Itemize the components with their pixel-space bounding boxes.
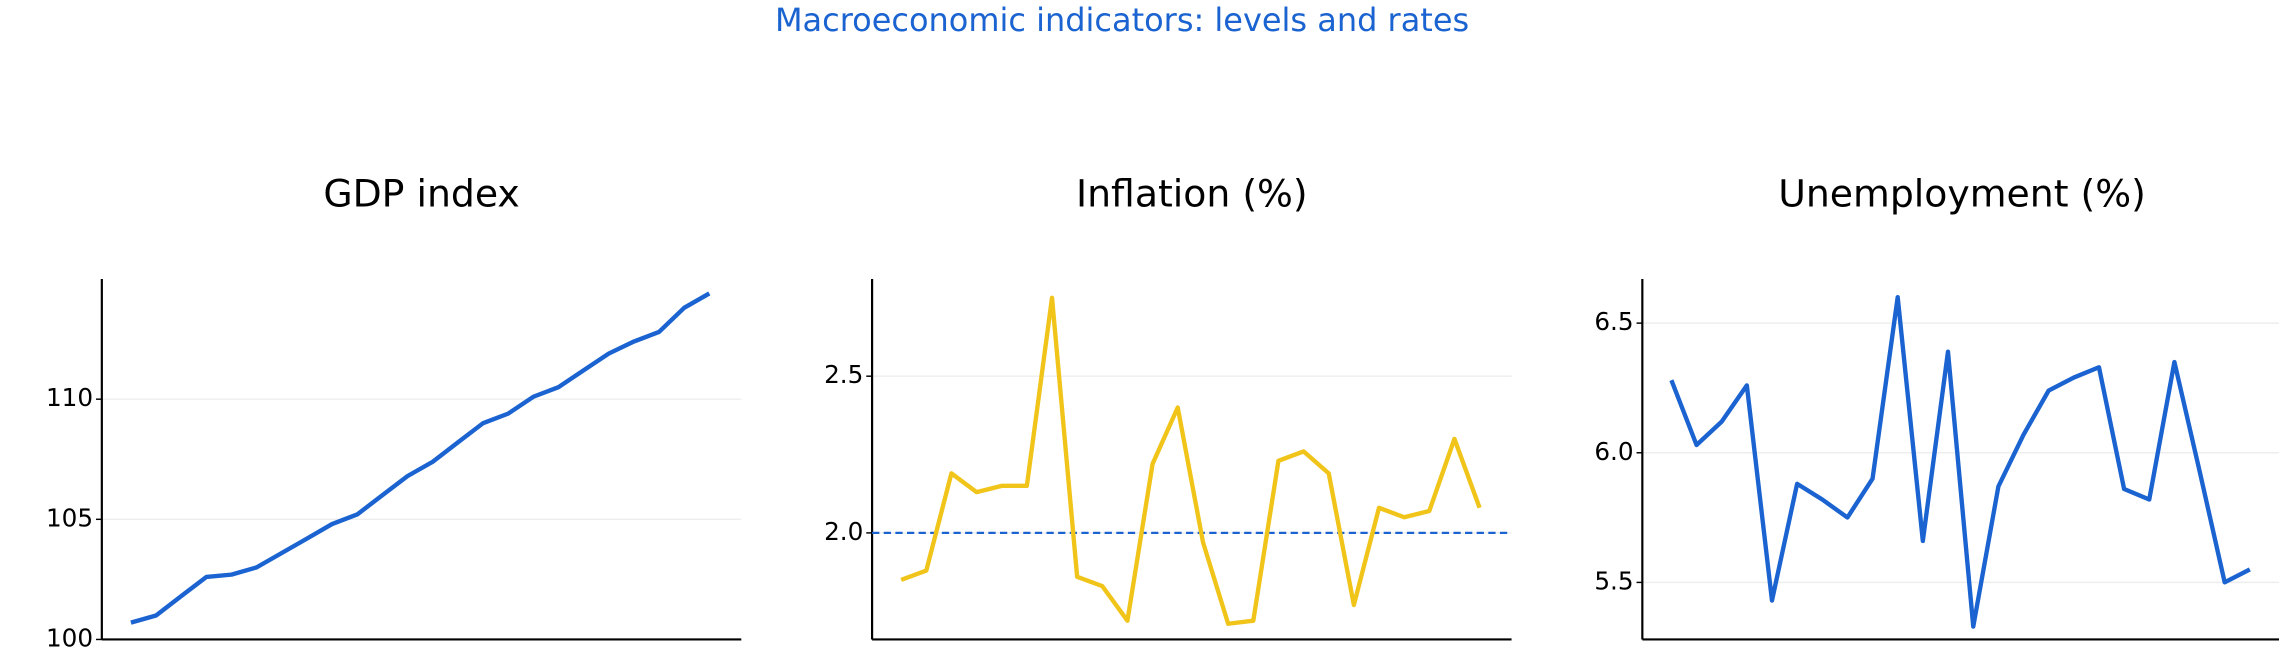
- figure-title: Macroeconomic indicators: levels and rat…: [775, 1, 1469, 39]
- y-tick-label: 2.5: [824, 360, 863, 389]
- y-tick-label: 6.0: [1594, 437, 1633, 466]
- y-tick-label: 110: [46, 383, 93, 412]
- y-tick-label: 100: [46, 623, 93, 652]
- chart-title: Unemployment (%): [1778, 172, 2146, 216]
- chart-title: GDP index: [323, 172, 519, 216]
- y-tick-label: 105: [46, 503, 93, 532]
- y-tick-label: 2.0: [824, 517, 863, 546]
- data-line: [130, 291, 711, 625]
- data-line: [1669, 295, 2251, 629]
- data-line: [900, 295, 1482, 626]
- y-tick-label: 5.5: [1594, 566, 1633, 595]
- y-tick-label: 6.5: [1594, 307, 1633, 336]
- chart-title: Inflation (%): [1076, 172, 1308, 216]
